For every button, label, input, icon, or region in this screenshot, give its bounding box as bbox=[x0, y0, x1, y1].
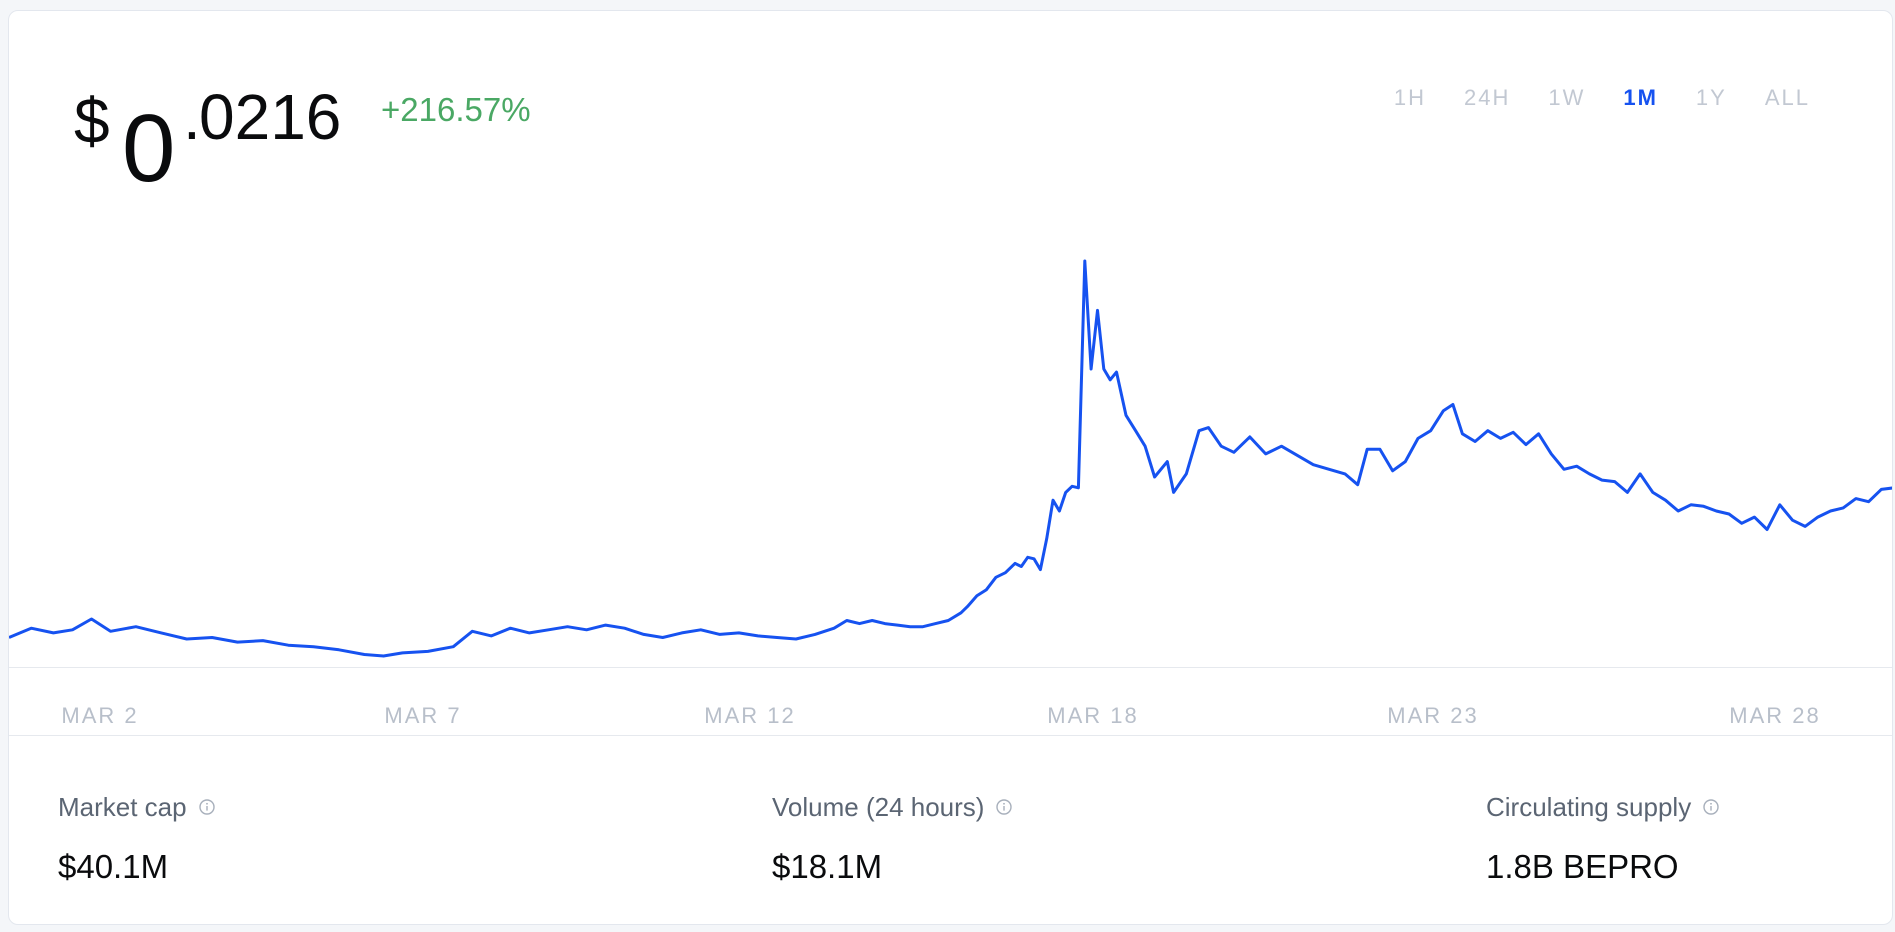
price-fraction-part: 0216 bbox=[199, 81, 342, 153]
stat-value-circulating-supply: 1.8B BEPRO bbox=[1486, 848, 1679, 885]
stat-label-volume-24h: Volume (24 hours) bbox=[772, 792, 985, 822]
info-icon[interactable] bbox=[198, 799, 215, 815]
price-line-chart[interactable] bbox=[9, 11, 1893, 691]
stat-circulating-supply: Circulating supply 1.8B BEPRO bbox=[1486, 791, 1719, 887]
x-tick-label: MAR 23 bbox=[1387, 703, 1479, 728]
info-icon[interactable] bbox=[996, 799, 1013, 815]
price-currency-symbol: $ bbox=[74, 85, 110, 157]
price-change-percent: +216.57% bbox=[381, 91, 531, 128]
stat-label-market-cap: Market cap bbox=[58, 792, 187, 822]
range-tab-24h[interactable]: 24H bbox=[1464, 85, 1511, 110]
stat-label-circulating-supply: Circulating supply bbox=[1486, 792, 1692, 822]
stat-market-cap: Market cap $40.1M bbox=[58, 791, 215, 887]
range-tab-1h[interactable]: 1H bbox=[1393, 85, 1426, 110]
range-tab-1w[interactable]: 1W bbox=[1548, 85, 1586, 110]
stats-divider bbox=[9, 735, 1892, 736]
x-tick-label: MAR 18 bbox=[1047, 703, 1139, 728]
price-series-line[interactable] bbox=[9, 259, 1893, 658]
x-tick-label: MAR 2 bbox=[61, 703, 139, 728]
price-decimal-point: . bbox=[183, 81, 201, 153]
price-chart-card: $ 0 . 0216 +216.57% 1H 24H 1W 1M 1Y ALL … bbox=[8, 10, 1893, 925]
range-tab-all[interactable]: ALL bbox=[1764, 85, 1810, 110]
price-whole-part: 0 bbox=[122, 95, 176, 202]
info-icon[interactable] bbox=[1703, 799, 1719, 815]
chart-baseline-divider bbox=[9, 667, 1892, 668]
stat-volume-24h: Volume (24 hours) $18.1M bbox=[772, 791, 1013, 887]
x-tick-label: MAR 7 bbox=[384, 703, 462, 728]
range-tab-1y[interactable]: 1Y bbox=[1695, 85, 1727, 110]
stat-value-market-cap: $40.1M bbox=[58, 848, 169, 885]
x-tick-label: MAR 12 bbox=[704, 703, 796, 728]
range-tab-1m[interactable]: 1M bbox=[1623, 85, 1658, 110]
stat-value-volume-24h: $18.1M bbox=[772, 848, 883, 885]
x-tick-label: MAR 28 bbox=[1729, 703, 1821, 728]
time-range-selector: 1H 24H 1W 1M 1Y ALL bbox=[1356, 85, 1810, 111]
